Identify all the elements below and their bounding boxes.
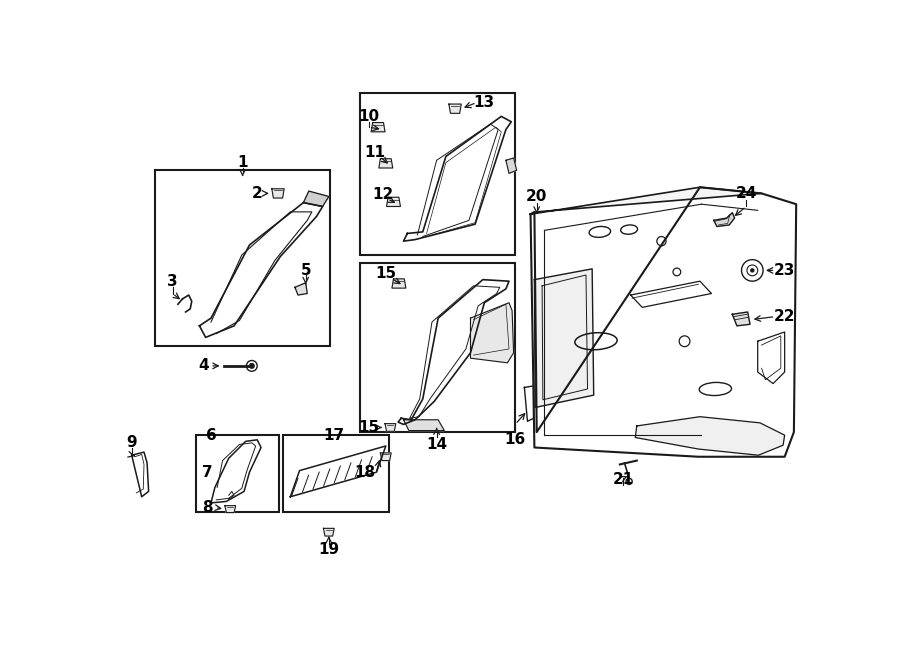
Polygon shape <box>200 203 322 338</box>
Text: 1: 1 <box>238 155 248 170</box>
Polygon shape <box>530 187 761 214</box>
Polygon shape <box>225 506 236 512</box>
Polygon shape <box>392 279 406 288</box>
Text: 12: 12 <box>372 187 393 203</box>
Polygon shape <box>530 187 796 457</box>
Polygon shape <box>211 440 261 503</box>
Polygon shape <box>323 528 334 536</box>
Bar <box>360 263 515 432</box>
Text: 7: 7 <box>202 465 212 480</box>
Polygon shape <box>295 283 307 295</box>
Text: 22: 22 <box>774 309 796 324</box>
Text: 6: 6 <box>205 428 216 443</box>
Polygon shape <box>303 191 328 207</box>
Text: 19: 19 <box>319 542 339 557</box>
Polygon shape <box>131 452 149 496</box>
Polygon shape <box>381 453 392 461</box>
Polygon shape <box>758 332 785 383</box>
Polygon shape <box>449 104 461 113</box>
Polygon shape <box>714 213 734 226</box>
Circle shape <box>742 260 763 281</box>
Text: 15: 15 <box>375 266 396 281</box>
Polygon shape <box>733 312 750 326</box>
Polygon shape <box>525 386 534 421</box>
Polygon shape <box>403 117 511 241</box>
Text: 21: 21 <box>612 473 634 487</box>
Polygon shape <box>471 303 514 363</box>
Polygon shape <box>535 269 594 407</box>
Circle shape <box>751 269 754 272</box>
Polygon shape <box>635 416 785 455</box>
Text: 13: 13 <box>473 95 495 110</box>
Text: 8: 8 <box>202 500 212 515</box>
Text: 16: 16 <box>505 432 526 448</box>
Polygon shape <box>398 279 509 424</box>
Text: 11: 11 <box>364 145 385 160</box>
Polygon shape <box>379 159 392 168</box>
Polygon shape <box>371 122 385 132</box>
Polygon shape <box>272 189 284 198</box>
Text: 18: 18 <box>355 465 375 480</box>
Text: 3: 3 <box>167 273 178 289</box>
Bar <box>195 435 279 512</box>
Text: 2: 2 <box>252 186 263 201</box>
Polygon shape <box>385 424 396 432</box>
Polygon shape <box>403 420 445 430</box>
Polygon shape <box>291 446 386 496</box>
Text: 20: 20 <box>526 189 547 204</box>
Polygon shape <box>506 158 517 173</box>
Polygon shape <box>387 197 400 207</box>
Circle shape <box>249 363 254 368</box>
Bar <box>155 170 330 346</box>
Bar <box>283 435 389 512</box>
Text: 23: 23 <box>774 263 796 278</box>
Text: 17: 17 <box>324 428 345 443</box>
Text: 5: 5 <box>301 263 311 278</box>
Text: 10: 10 <box>358 109 380 124</box>
Bar <box>360 93 515 255</box>
Text: 14: 14 <box>426 437 447 452</box>
Text: 4: 4 <box>198 358 209 373</box>
Polygon shape <box>631 281 712 307</box>
Text: 9: 9 <box>126 436 137 450</box>
Text: 24: 24 <box>735 186 757 201</box>
Text: 15: 15 <box>358 420 380 435</box>
